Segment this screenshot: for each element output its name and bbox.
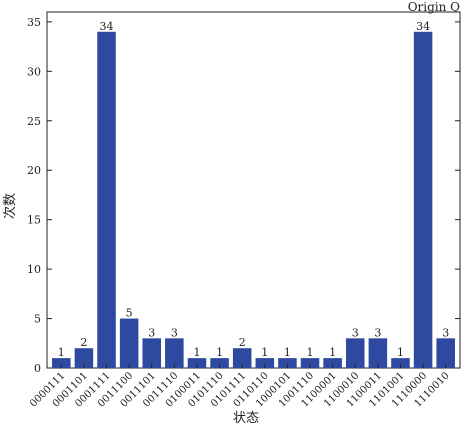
- bar-value-label: 3: [148, 326, 155, 339]
- bar: [165, 338, 184, 368]
- y-tick-label: 30: [27, 65, 41, 78]
- bar: [232, 348, 252, 368]
- y-tick-label: 25: [27, 115, 41, 128]
- bar-value-label: 1: [58, 346, 65, 359]
- bar-value-label: 3: [352, 326, 359, 339]
- data-labels: 1 2 34 5 3 3 1 1 2 1 1 1 1 3 3 1 34 3: [58, 20, 449, 359]
- bar: [345, 338, 365, 368]
- bar-value-label: 1: [193, 346, 200, 359]
- bar: [142, 338, 162, 368]
- y-tick-label: 15: [27, 214, 41, 227]
- y-axis-label: 次数: [2, 193, 18, 219]
- y-tick-label: 20: [27, 164, 41, 177]
- bar-value-label: 5: [126, 307, 133, 320]
- bar-value-label: 1: [216, 346, 223, 359]
- bar-value-label: 1: [261, 346, 268, 359]
- x-axis-label: 状态: [233, 411, 259, 426]
- y-tick-label: 0: [34, 362, 41, 375]
- y-tick-label: 10: [27, 263, 41, 276]
- bar-value-label: 34: [416, 20, 430, 33]
- bar: [52, 358, 71, 368]
- bar-value-label: 1: [397, 346, 404, 359]
- bar-value-label: 1: [307, 346, 314, 359]
- bar: [413, 31, 433, 369]
- bar: [278, 358, 297, 368]
- bar: [187, 358, 207, 368]
- bar: [255, 358, 275, 368]
- bar: [300, 358, 320, 368]
- bar-series: [52, 31, 455, 369]
- bar-value-label: 2: [239, 336, 246, 349]
- plot-axes: [46, 11, 461, 369]
- y-tick-label: 5: [34, 313, 41, 326]
- y-tick-label: 35: [27, 16, 41, 29]
- bar: [436, 338, 455, 368]
- bar-value-label: 1: [329, 346, 336, 359]
- bar-value-label: 34: [100, 20, 114, 33]
- bar-value-label: 1: [284, 346, 291, 359]
- brand-label: Origin Q: [407, 0, 460, 14]
- bar: [368, 338, 388, 368]
- bar: [74, 348, 94, 368]
- bar-value-label: 3: [442, 326, 449, 339]
- bar: [119, 318, 139, 368]
- bar: [97, 31, 116, 369]
- bar-value-label: 3: [374, 326, 381, 339]
- plot-frame: [46, 11, 461, 369]
- bar-value-label: 3: [171, 326, 178, 339]
- bar: [391, 358, 410, 368]
- bar: [323, 358, 342, 368]
- bar: [210, 358, 229, 368]
- bar-value-label: 2: [80, 336, 87, 349]
